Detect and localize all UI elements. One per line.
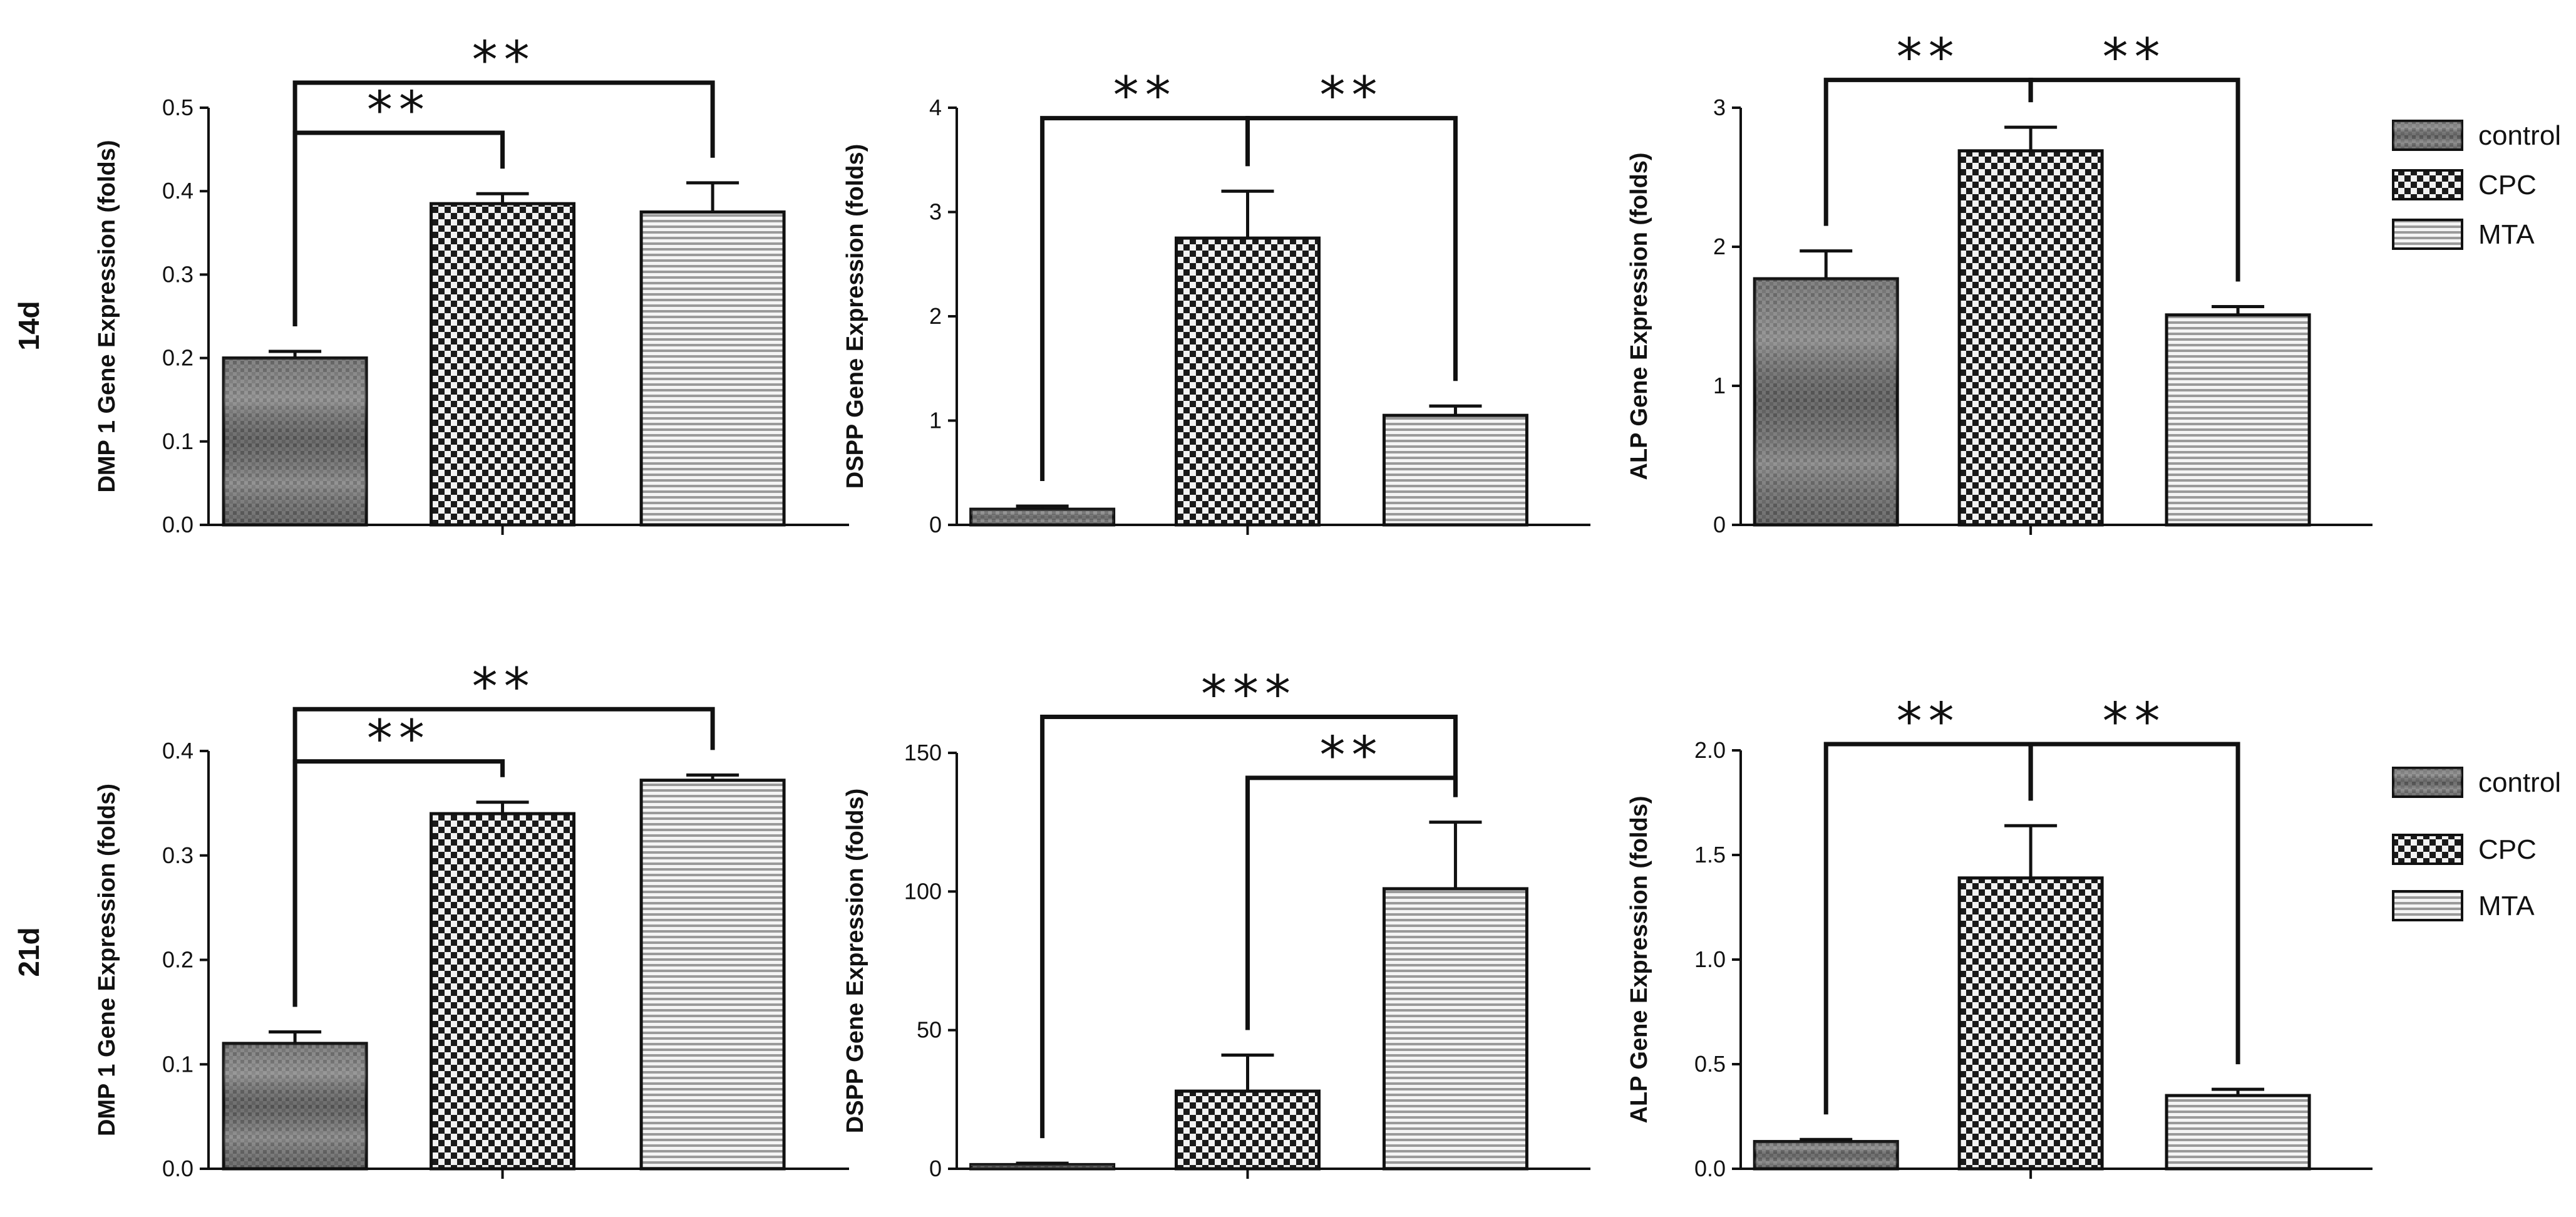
y-tick-label: 1 (929, 408, 942, 433)
legend-cpc-swatch (2392, 169, 2463, 200)
chart-panels: 0.0 0.1 0.2 0.3 0.4 0.5 DMP 1 Gene Expression … (94, 28, 2372, 1181)
y-tick-label: 150 (904, 740, 942, 765)
y-tick-label: 2 (1713, 234, 1726, 259)
y-tick-label: 0.1 (162, 428, 193, 454)
bar-cpc (1175, 236, 1321, 527)
significance-bracket (1245, 116, 1458, 381)
y-tick-label: 0.0 (162, 1156, 193, 1181)
bar-control-shading (971, 1164, 1114, 1169)
y-axis-label: ALP Gene Expression (folds) (1626, 796, 1652, 1124)
legend-control-mottle (2393, 768, 2462, 797)
significance-label: ** (2103, 692, 2166, 752)
chart-panel-3: 0 1 2 3 ALP Gene Expression (folds) ** ** (1626, 28, 2372, 537)
chart-panel-2: 0 1 2 3 4 DSPP Gene Expression (folds) ** ** (842, 66, 1590, 537)
legend-cpc-label: CPC (2478, 834, 2537, 865)
legend-control-label: control (2478, 767, 2561, 798)
y-tick-label: 3 (1713, 95, 1726, 120)
significance-label: ** (1319, 726, 1383, 785)
legend-control-label: control (2478, 120, 2561, 151)
y-tick-label: 2.0 (1694, 737, 1726, 763)
legend-mta-swatch (2392, 219, 2463, 250)
y-tick-label: 0.2 (162, 345, 193, 371)
y-tick-label: 1.5 (1694, 842, 1726, 867)
y-axis-label: DMP 1 Gene Expression (folds) (94, 784, 120, 1136)
legend-mta-label: MTA (2478, 891, 2535, 921)
y-tick-label: 0.0 (162, 512, 193, 537)
y-tick-label: 0.3 (162, 261, 193, 287)
bar-control-shading (224, 358, 367, 525)
legend-mta-swatch (2392, 890, 2463, 921)
significance-label: ** (1319, 66, 1383, 126)
y-axis-label: DMP 1 Gene Expression (folds) (94, 140, 120, 492)
bar-mta (1382, 413, 1528, 527)
bar-cpc (430, 812, 576, 1171)
legend-14d: control CPC MTA (2392, 120, 2561, 250)
chart-panel-6: 0.0 0.5 1.0 1.5 2.0 ALP Gene Expression (fold… (1626, 692, 2372, 1181)
significance-bracket (292, 80, 715, 326)
significance-label: ** (367, 710, 431, 769)
significance-label: ** (1897, 692, 1960, 752)
significance-label: ** (472, 31, 536, 90)
legend-control-mottle (2393, 121, 2462, 150)
bar-mta (1382, 887, 1528, 1171)
bar-cpc (1957, 149, 2104, 527)
bar-mta (2165, 313, 2311, 527)
row-label-14d: 14d (13, 301, 45, 350)
bar-cpc (1957, 876, 2104, 1171)
legend-21d: control CPC MTA (2392, 767, 2561, 921)
significance-label: *** (1201, 665, 1297, 724)
significance-label: ** (1113, 66, 1177, 126)
significance-label: ** (1897, 28, 1960, 88)
y-tick-label: 100 (904, 878, 942, 904)
y-tick-label: 0.1 (162, 1051, 193, 1077)
y-tick-label: 50 (917, 1017, 942, 1043)
y-axis-label: ALP Gene Expression (folds) (1626, 153, 1652, 480)
row-label-21d: 21d (13, 927, 45, 976)
bar-control-shading (1754, 1141, 1898, 1169)
chart-panel-4: 0.0 0.1 0.2 0.3 0.4 DMP 1 Gene Expression (fo… (94, 657, 849, 1181)
significance-bracket (1040, 714, 1458, 1139)
y-tick-label: 0.5 (162, 95, 193, 120)
y-tick-label: 1.0 (1694, 946, 1726, 972)
y-tick-label: 2 (929, 303, 942, 329)
y-tick-label: 0.3 (162, 842, 193, 868)
bar-control-shading (1754, 279, 1898, 525)
y-tick-label: 0 (929, 1156, 942, 1181)
y-tick-label: 0.0 (1694, 1156, 1726, 1181)
legend-mta-label: MTA (2478, 219, 2535, 250)
bar-cpc (1175, 1089, 1321, 1171)
bar-mta (2165, 1094, 2311, 1171)
bar-mta (639, 210, 786, 527)
y-tick-label: 0.4 (162, 738, 193, 764)
bar-control-shading (224, 1043, 367, 1169)
y-tick-label: 4 (929, 95, 942, 120)
y-tick-label: 1 (1713, 373, 1726, 398)
y-axis-label: DSPP Gene Expression (folds) (842, 144, 868, 489)
significance-label: ** (2103, 28, 2166, 88)
y-tick-label: 0.5 (1694, 1051, 1726, 1077)
y-tick-label: 0 (929, 512, 942, 537)
bar-cpc (430, 202, 576, 527)
y-axis-label: DSPP Gene Expression (folds) (842, 789, 868, 1133)
y-tick-label: 0 (1713, 512, 1726, 537)
significance-bracket (2028, 742, 2240, 1065)
y-tick-label: 0.4 (162, 178, 193, 204)
legend-cpc-label: CPC (2478, 170, 2537, 200)
bar-control-shading (971, 509, 1114, 525)
legend-cpc-swatch (2392, 834, 2463, 865)
row-labels: 14d 21d (13, 301, 45, 976)
significance-bracket (2028, 78, 2240, 282)
significance-bracket (292, 707, 715, 1007)
significance-label: ** (367, 81, 431, 140)
significance-label: ** (472, 657, 536, 717)
chart-panel-1: 0.0 0.1 0.2 0.3 0.4 0.5 DMP 1 Gene Expression … (94, 31, 849, 537)
y-tick-label: 0.2 (162, 947, 193, 973)
bar-mta (639, 779, 786, 1171)
y-tick-label: 3 (929, 199, 942, 225)
